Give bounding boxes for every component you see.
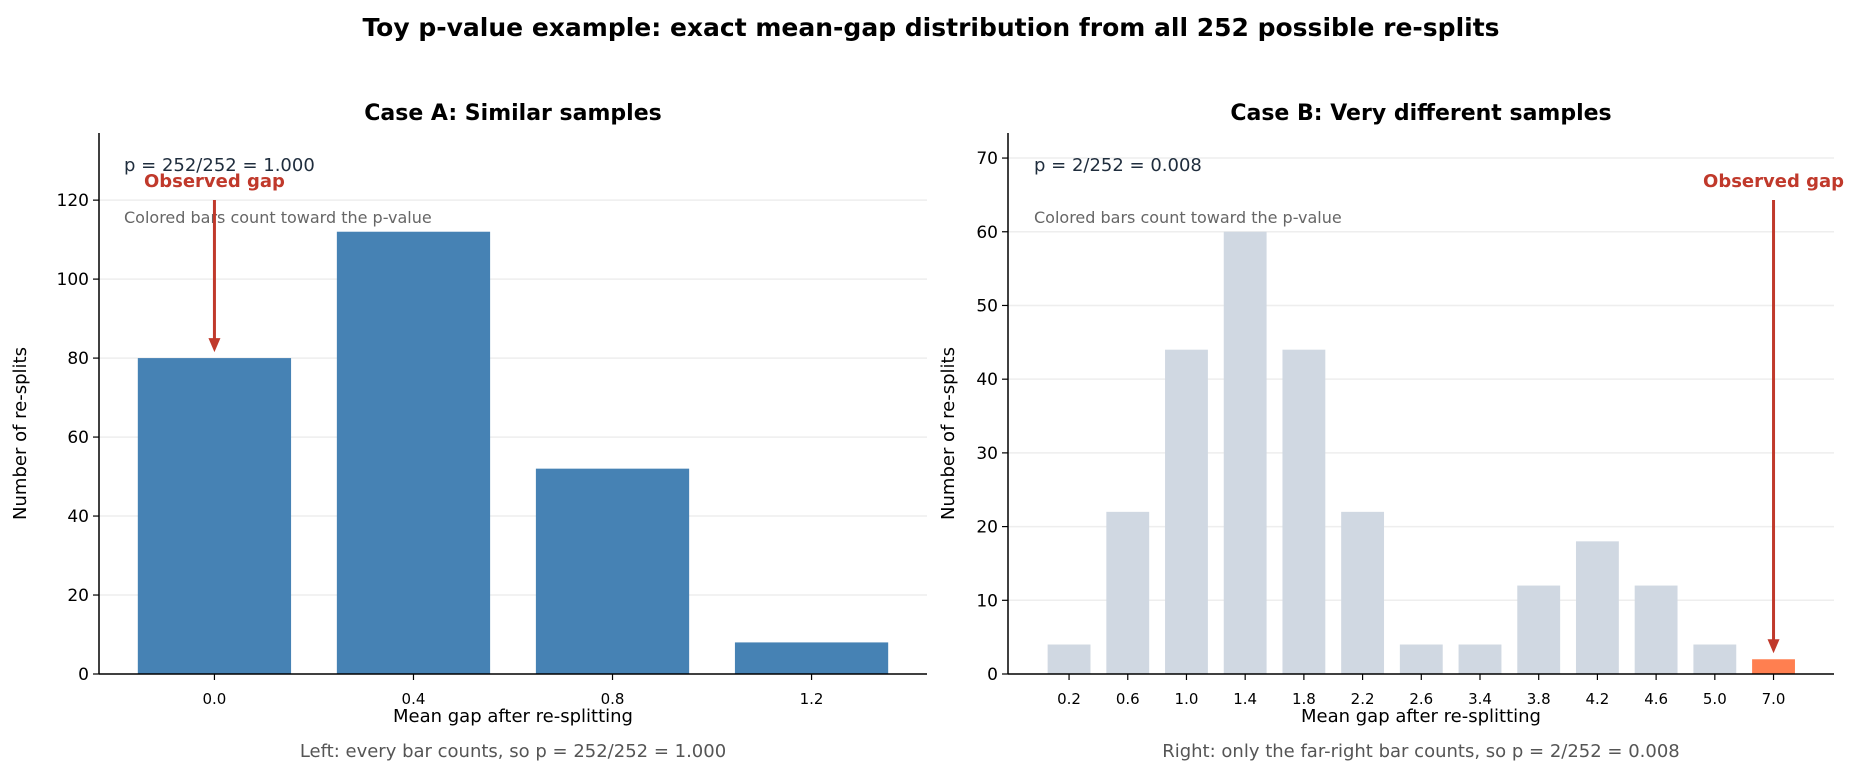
y-tick-label: 120	[57, 191, 89, 211]
bar-1.0	[1165, 349, 1208, 674]
x-tick-label: 2.6	[1409, 690, 1433, 708]
y-tick-label: 10	[976, 591, 998, 611]
x-tick-label: 0.0	[203, 690, 227, 708]
panel-caption: Left: every bar counts, so p = 252/252 =…	[300, 741, 726, 762]
bar-2.2	[1341, 511, 1385, 674]
observed-gap-label: Observed gap	[1703, 171, 1844, 192]
y-tick-label: 0	[78, 665, 89, 685]
bar-7.0	[1752, 659, 1795, 674]
x-tick-label: 1.0	[1175, 690, 1199, 708]
panel-title: Case B: Very different samples	[1230, 101, 1611, 126]
observed-arrow-head	[208, 338, 221, 353]
y-tick-label: 20	[976, 518, 998, 538]
x-tick-label: 5.0	[1703, 690, 1727, 708]
x-tick-label: 0.2	[1057, 690, 1081, 708]
y-tick-label: 60	[976, 223, 998, 243]
observed-gap-label: Observed gap	[144, 171, 285, 192]
x-tick-label: 1.8	[1292, 690, 1316, 708]
bar-1.8	[1282, 349, 1326, 674]
bar-2.6	[1399, 644, 1443, 674]
bar-1.2	[734, 642, 889, 674]
x-tick-label: 4.2	[1585, 690, 1609, 708]
observed-arrow-head	[1767, 639, 1780, 654]
bar-3.8	[1517, 585, 1561, 674]
panel-caption: Right: only the far-right bar counts, so…	[1162, 741, 1680, 762]
bar-0.8	[535, 468, 690, 674]
y-tick-label: 60	[67, 428, 89, 448]
y-tick-label: 70	[976, 149, 998, 169]
bar-0.6	[1106, 511, 1150, 674]
panel-case-b: 0 10 20 30 40 50 60 70 0.2 0.6 1.0 1.4 1.8 2.2 2.6 3.4 3…	[938, 101, 1844, 762]
x-tick-label: 4.6	[1644, 690, 1668, 708]
panel-case-a: 0 20 40 60 80 100 120 0.0 0.4 0.8 1.2 Case A: Simil…	[10, 101, 927, 762]
legend-note: Colored bars count toward the p-value	[124, 208, 432, 227]
y-tick-label: 50	[976, 296, 998, 316]
bar-5.0	[1693, 644, 1737, 674]
y-axis-label: Number of re-splits	[10, 347, 31, 520]
x-axis-label: Mean gap after re-splitting	[1301, 706, 1541, 727]
y-axis-label: Number of re-splits	[938, 347, 959, 520]
panel-title: Case A: Similar samples	[364, 101, 661, 126]
y-tick-label: 30	[976, 444, 998, 464]
figure-title: Toy p-value example: exact mean-gap dist…	[362, 13, 1499, 42]
bar-0.2	[1047, 644, 1091, 674]
p-value-text: p = 2/252 = 0.008	[1034, 155, 1202, 176]
y-tick-label: 0	[987, 665, 998, 685]
x-tick-label: 3.8	[1527, 690, 1551, 708]
y-tick-label: 40	[67, 507, 89, 527]
legend-note: Colored bars count toward the p-value	[1034, 208, 1342, 227]
x-tick-label: 0.6	[1116, 690, 1140, 708]
x-axis-label: Mean gap after re-splitting	[393, 706, 633, 727]
y-tick-label: 100	[57, 270, 89, 290]
x-tick-label: 3.4	[1468, 690, 1492, 708]
x-tick-label: 7.0	[1762, 690, 1786, 708]
bar-0.4	[336, 231, 491, 674]
x-tick-label: 0.8	[601, 690, 625, 708]
bar-3.4	[1458, 644, 1502, 674]
x-tick-label: 2.2	[1351, 690, 1375, 708]
y-tick-label: 20	[67, 586, 89, 606]
bar-1.4	[1223, 231, 1267, 674]
bar-4.2	[1575, 541, 1619, 674]
bar-0.0	[137, 358, 292, 674]
x-tick-label: 1.4	[1233, 690, 1257, 708]
y-tick-label: 80	[67, 349, 89, 369]
p-value-text: p = 252/252 = 1.000	[124, 155, 315, 176]
x-tick-label: 0.4	[402, 690, 426, 708]
bar-4.6	[1634, 585, 1678, 674]
y-tick-label: 40	[976, 370, 998, 390]
x-tick-label: 1.2	[800, 690, 824, 708]
